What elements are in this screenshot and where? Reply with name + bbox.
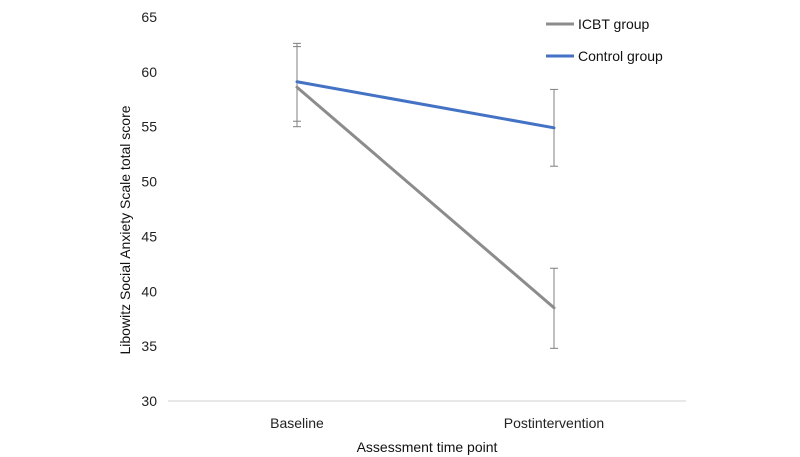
y-tick-label-55: 55 <box>141 119 157 135</box>
x-tick-label-postintervention: Postintervention <box>504 415 604 431</box>
series-line-control <box>295 80 556 130</box>
series-line-icbt <box>295 85 556 310</box>
legend-label-control: Control group <box>578 48 663 64</box>
legend-item-control: Control group <box>546 48 663 64</box>
y-tick-label-50: 50 <box>141 174 157 190</box>
legend: ICBT group Control group <box>546 16 663 64</box>
error-bar-s1-0 <box>293 42 301 128</box>
y-tick-label-65: 65 <box>141 9 157 25</box>
x-axis-title: Assessment time point <box>357 439 498 455</box>
series-lines <box>295 80 556 310</box>
legend-label-icbt: ICBT group <box>578 16 650 32</box>
x-axis-tick-labels: Baseline Postintervention <box>270 415 604 431</box>
y-tick-label-40: 40 <box>141 283 157 299</box>
y-axis-title: Libowitz Social Anxiety Scale total scor… <box>117 105 133 354</box>
y-axis-tick-labels: 30 35 40 45 50 55 60 65 <box>141 9 157 409</box>
y-tick-label-45: 45 <box>141 228 157 244</box>
legend-item-icbt: ICBT group <box>546 16 650 32</box>
y-tick-label-30: 30 <box>141 393 157 409</box>
x-tick-label-baseline: Baseline <box>270 415 324 431</box>
y-tick-label-35: 35 <box>141 338 157 354</box>
y-tick-label-60: 60 <box>141 64 157 80</box>
